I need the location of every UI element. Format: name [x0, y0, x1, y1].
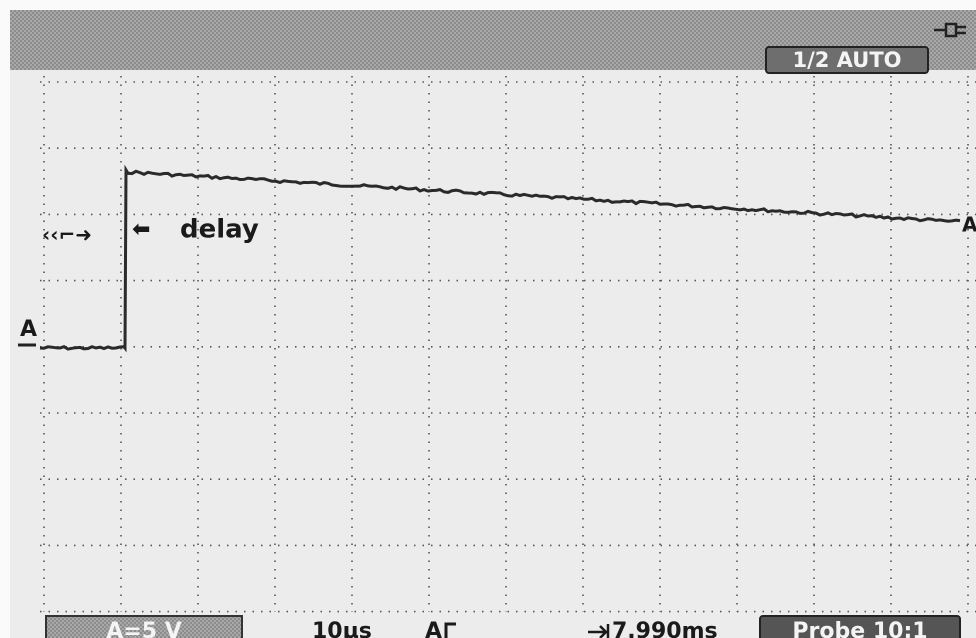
trigger-channel: A	[425, 619, 442, 638]
mode-label: 1/2 AUTO	[792, 48, 901, 72]
trigger-delay: 7.990ms	[612, 619, 718, 638]
left-margin	[0, 10, 10, 638]
delay-arrows: ‹‹⌐➜	[42, 223, 92, 247]
background	[0, 0, 976, 638]
scale-label: A=5 V	[106, 619, 181, 638]
timebase-label: 10µs	[312, 619, 372, 638]
probe-label: Probe 10:1	[792, 619, 927, 638]
channel-marker-right: A	[962, 213, 976, 237]
delay-arrow-left: ⬅	[132, 217, 150, 242]
channel-marker: A	[20, 317, 37, 342]
scope-screen: 1/2 AUTO ‹‹⌐➜ ⬅ delay A A A=5 V 10µs A 7…	[0, 0, 976, 638]
delay-label: delay	[180, 215, 259, 245]
top-margin	[0, 0, 976, 10]
